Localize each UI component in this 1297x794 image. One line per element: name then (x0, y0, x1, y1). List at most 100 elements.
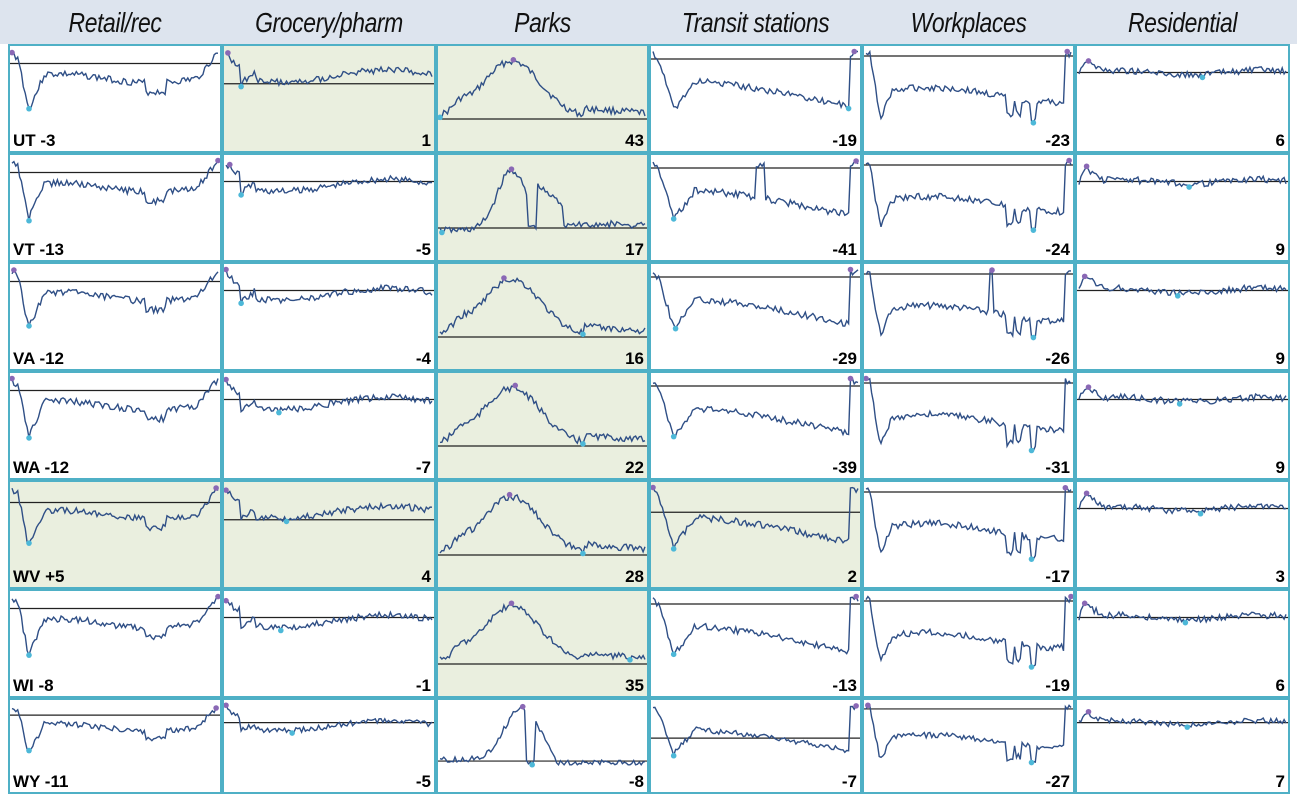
min-marker (1197, 510, 1204, 517)
sparkline-svg (1077, 58, 1288, 81)
chart-cell-wa-1: -7 (222, 371, 436, 480)
chart-cell-vt-5: 9 (1075, 153, 1290, 262)
chart-cell-wi-4: -19 (862, 589, 1075, 698)
sparkline-svg (10, 705, 220, 754)
max-marker (225, 50, 231, 56)
series-line (1078, 164, 1287, 188)
series-line (652, 160, 859, 222)
min-marker (1030, 334, 1037, 341)
series-line (865, 704, 1072, 764)
min-marker (276, 409, 282, 416)
sparkline-svg (224, 597, 434, 634)
max-marker (1081, 600, 1088, 607)
chart-cell-ut-5: 6 (1075, 44, 1290, 153)
min-marker (26, 652, 32, 658)
max-marker (224, 702, 229, 709)
sparkline-svg (10, 49, 220, 112)
min-marker (438, 114, 443, 121)
series-line (439, 384, 646, 445)
series-line (11, 707, 219, 752)
min-marker (1199, 74, 1206, 81)
chart-cell-wi-2: 35 (436, 589, 649, 698)
column-title-0: Retail/rec (68, 7, 162, 38)
min-marker (1030, 120, 1037, 126)
series-line (1078, 60, 1287, 79)
chart-cell-wy-3: -7 (649, 698, 862, 794)
value-label: -26 (1045, 349, 1070, 368)
sparkline-svg (10, 157, 220, 224)
sparkline-svg (224, 487, 434, 525)
chart-cell-va-1: -4 (222, 262, 436, 371)
chart-cell-wa-4: -31 (862, 371, 1075, 480)
min-marker (670, 546, 677, 552)
series-line (225, 162, 433, 197)
value-label: 6 (1275, 676, 1285, 695)
min-marker (670, 651, 677, 658)
chart-cell-wv-4: -17 (862, 480, 1075, 589)
sparkline-svg (438, 491, 647, 557)
series-line (439, 705, 646, 767)
sparkline-svg (1077, 708, 1288, 730)
max-marker (226, 161, 233, 168)
state-label: VA -12 (13, 349, 65, 368)
sparkline-svg (438, 382, 647, 447)
chart-cell-ut-0: UT -3 (8, 44, 222, 153)
sparkline-svg (1077, 600, 1288, 626)
value-label: 9 (1275, 240, 1285, 259)
state-label: WI -8 (13, 676, 54, 695)
max-marker (11, 267, 17, 273)
value-label: -39 (832, 458, 857, 477)
sparkline-svg (864, 267, 1073, 341)
min-marker (1186, 184, 1192, 190)
series-line (225, 489, 433, 523)
chart-cell-vt-0: VT -13 (8, 153, 222, 262)
value-label: -31 (1045, 458, 1070, 477)
state-label: WV +5 (13, 567, 65, 586)
min-marker (1182, 619, 1189, 626)
column-header-bar: Retail/rec Grocery/pharm Parks Transit stat… (0, 0, 1297, 44)
series-line (865, 49, 1072, 124)
sparkline-svg (864, 157, 1073, 233)
series-line (225, 379, 433, 415)
max-marker (1083, 163, 1090, 170)
chart-cell-wa-5: 9 (1075, 371, 1290, 480)
column-title-2: Parks (514, 7, 571, 38)
max-marker (1085, 58, 1092, 64)
chart-cell-va-0: VA -12 (8, 262, 222, 371)
value-label: 2 (847, 567, 857, 586)
sparkline-svg (224, 376, 434, 416)
value-label: -23 (1045, 131, 1070, 150)
sparkline-svg (651, 593, 860, 658)
sparkline-svg (10, 267, 220, 329)
min-marker (672, 325, 679, 332)
chart-cell-va-2: 16 (436, 262, 649, 371)
max-marker (215, 157, 220, 164)
chart-cell-ut-3: -19 (649, 44, 862, 153)
chart-cell-va-5: 9 (1075, 262, 1290, 371)
sparkline-svg (438, 703, 647, 768)
state-label: WY -11 (13, 772, 69, 791)
sparkline-svg (864, 593, 1073, 670)
series-line (439, 492, 646, 556)
max-marker (213, 705, 219, 711)
series-line (225, 704, 433, 735)
value-label: 9 (1275, 349, 1285, 368)
value-label: -7 (841, 772, 857, 791)
sparkline-svg (651, 703, 860, 759)
max-marker (510, 57, 517, 63)
min-marker (238, 192, 244, 198)
series-line (11, 268, 219, 329)
max-marker (853, 703, 859, 709)
min-marker (627, 657, 633, 663)
min-marker (439, 229, 445, 236)
value-label: -5 (415, 240, 431, 259)
value-label: -5 (415, 772, 431, 791)
series-line (439, 276, 646, 337)
max-marker (224, 266, 229, 273)
max-marker (224, 487, 229, 493)
series-line (865, 268, 1071, 339)
max-marker (10, 375, 15, 382)
max-marker (847, 375, 854, 382)
sparkline-svg (651, 48, 860, 112)
sparkline-svg (651, 158, 860, 222)
